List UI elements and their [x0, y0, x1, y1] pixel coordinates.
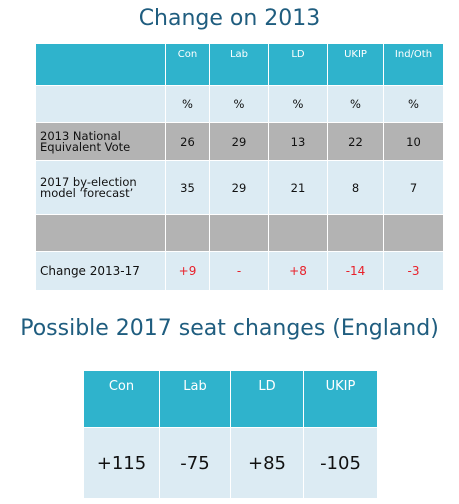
table-cell: 10 [383, 122, 444, 161]
table-cell: -3 [383, 251, 444, 291]
header-cell-lab: Lab [209, 43, 269, 86]
table-cell: 35 [165, 160, 210, 215]
table-cell: 8 [327, 160, 384, 215]
seat-changes-table: Con Lab LD UKIP +115 -75 +85 -105 [83, 370, 378, 499]
table-cell: % [165, 85, 210, 123]
table-cell: % [327, 85, 384, 123]
table-cell: +115 [83, 427, 160, 499]
row-label [35, 214, 166, 252]
table-cell: % [383, 85, 444, 123]
row-label: 2013 National Equivalent Vote [35, 122, 166, 161]
vote-change-table: Con Lab LD UKIP Ind/Oth % % % % % 2013 N… [35, 43, 444, 291]
table-cell: 13 [268, 122, 328, 161]
table-cell: -75 [159, 427, 231, 499]
table-cell: +85 [230, 427, 304, 499]
table-cell [327, 214, 384, 252]
header-cell-ld: LD [268, 43, 328, 86]
table-cell: -105 [303, 427, 378, 499]
table-cell: +8 [268, 251, 328, 291]
change-title: Change on 2013 [138, 6, 321, 31]
header-cell-ld: LD [230, 370, 304, 428]
header-cell-blank [35, 43, 166, 86]
table-row: 2013 National Equivalent Vote 26 29 13 2… [35, 122, 444, 161]
seat-changes-title: Possible 2017 seat changes (England) [20, 316, 439, 341]
row-label: 2017 by-election model ‘forecast’ [35, 160, 166, 215]
table-cell [383, 214, 444, 252]
header-cell-lab: Lab [159, 370, 231, 428]
header-cell-ind-oth: Ind/Oth [383, 43, 444, 86]
table-cell: 22 [327, 122, 384, 161]
table-cell: % [209, 85, 269, 123]
table-cell: - [209, 251, 269, 291]
table-cell: % [268, 85, 328, 123]
row-label [35, 85, 166, 123]
header-cell-ukip: UKIP [303, 370, 378, 428]
table-cell: 29 [209, 160, 269, 215]
table-cell: 26 [165, 122, 210, 161]
table-row: 2017 by-election model ‘forecast’ 35 29 … [35, 160, 444, 215]
header-cell-con: Con [165, 43, 210, 86]
header-cell-con: Con [83, 370, 160, 428]
table-row [35, 214, 444, 252]
table-cell: 21 [268, 160, 328, 215]
table-header-row: Con Lab LD UKIP Ind/Oth [35, 43, 444, 86]
table-cell: 7 [383, 160, 444, 215]
table-cell [165, 214, 210, 252]
table-cell: 29 [209, 122, 269, 161]
table-cell [209, 214, 269, 252]
header-cell-ukip: UKIP [327, 43, 384, 86]
table-row: +115 -75 +85 -105 [83, 427, 378, 499]
table-cell: -14 [327, 251, 384, 291]
table-row: % % % % % [35, 85, 444, 123]
table-row: Change 2013-17 +9 - +8 -14 -3 [35, 251, 444, 291]
table-cell: +9 [165, 251, 210, 291]
table-header-row: Con Lab LD UKIP [83, 370, 378, 428]
row-label: Change 2013-17 [35, 251, 166, 291]
table-cell [268, 214, 328, 252]
